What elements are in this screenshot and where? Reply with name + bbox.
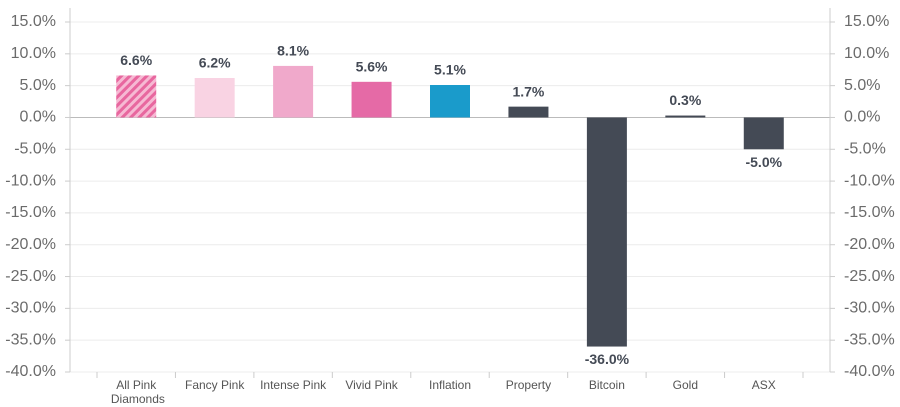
bar — [194, 78, 235, 118]
x-tick-label: Gold — [673, 378, 698, 392]
y-tick-label: -30.0% — [5, 300, 56, 317]
bar — [273, 65, 314, 118]
y2-tick-label: 5.0% — [844, 77, 880, 94]
y2-tick-label: 0.0% — [844, 109, 880, 126]
bar — [665, 115, 706, 118]
y2-tick-label: -10.0% — [844, 172, 895, 189]
x-tick-label: All Pink Diamonds — [108, 378, 165, 406]
y-tick-label: 10.0% — [11, 45, 56, 62]
y-tick-label: -15.0% — [5, 204, 56, 221]
y-tick-label: -20.0% — [5, 236, 56, 253]
y-tick-label: -35.0% — [5, 331, 56, 348]
value-label: -5.0% — [745, 154, 782, 170]
value-label: 6.6% — [120, 52, 152, 68]
y2-tick-label: -40.0% — [844, 363, 895, 380]
value-label: 6.2% — [199, 55, 231, 71]
x-tick-label: Intense Pink — [260, 378, 327, 392]
y-tick-label: -5.0% — [14, 140, 56, 157]
y2-tick-label: -15.0% — [844, 204, 895, 221]
bar — [508, 106, 549, 118]
y-tick-label: -25.0% — [5, 268, 56, 285]
x-tick-label: Inflation — [429, 378, 471, 392]
bar — [586, 117, 627, 347]
value-label: 5.6% — [356, 59, 388, 75]
x-tick-label: Property — [506, 378, 551, 392]
x-tick-label: Bitcoin — [589, 378, 625, 392]
y-tick-label: 0.0% — [20, 109, 56, 126]
bar — [351, 81, 392, 118]
y2-tick-label: -5.0% — [844, 140, 886, 157]
y2-tick-label: 10.0% — [844, 45, 889, 62]
x-tick-label: ASX — [752, 378, 776, 392]
y-tick-label: -10.0% — [5, 172, 56, 189]
y2-tick-label: -20.0% — [844, 236, 895, 253]
bar — [743, 117, 784, 150]
value-label: 0.3% — [669, 92, 701, 108]
bar — [430, 85, 470, 118]
y2-tick-label: -25.0% — [844, 268, 895, 285]
y-tick-label: 5.0% — [20, 77, 56, 94]
value-label: -36.0% — [585, 351, 630, 367]
x-tick-label: Fancy Pink — [185, 378, 245, 392]
y2-tick-label: -30.0% — [844, 300, 895, 317]
x-tick-label: Vivid Pink — [345, 378, 398, 392]
bar — [116, 75, 157, 118]
value-label: 8.1% — [277, 43, 309, 59]
value-label: 1.7% — [512, 83, 544, 99]
y-tick-label: 15.0% — [11, 13, 56, 30]
y2-tick-label: -35.0% — [844, 331, 895, 348]
value-label: 5.1% — [434, 62, 466, 78]
y-tick-label: -40.0% — [5, 363, 56, 380]
y2-tick-label: 15.0% — [844, 13, 889, 30]
